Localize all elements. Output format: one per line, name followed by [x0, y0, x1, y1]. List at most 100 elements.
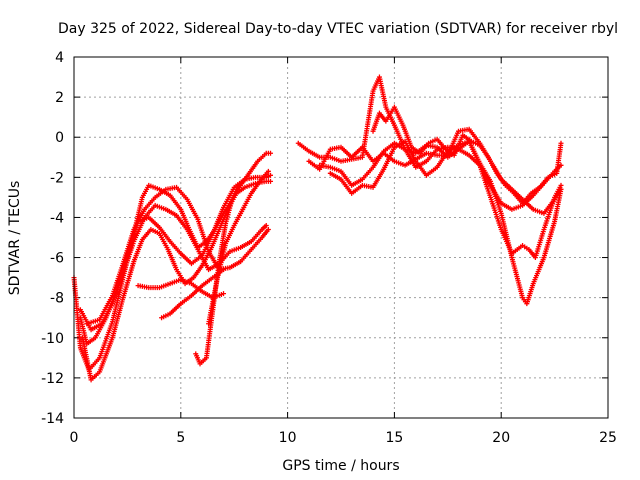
trace-markers: [241, 192, 253, 210]
y-tick-label: -6: [50, 251, 64, 267]
trace-markers: [190, 254, 203, 265]
trace-markers: [90, 322, 103, 332]
trace-markers: [256, 152, 268, 163]
trace-markers: [488, 180, 503, 214]
trace-markers: [533, 229, 546, 258]
trace-markers: [361, 166, 375, 181]
trace-markers: [340, 146, 353, 159]
trace-markers: [230, 184, 241, 200]
trace-markers: [394, 159, 406, 167]
trace-markers: [180, 277, 192, 286]
trace-markers: [215, 243, 228, 280]
trace-markers: [415, 151, 428, 161]
y-tick-label: -10: [41, 331, 64, 347]
trace-markers: [154, 188, 167, 199]
trace-markers: [201, 290, 214, 300]
trace-markers: [308, 160, 321, 171]
trace-markers: [452, 134, 465, 156]
trace-markers: [110, 263, 125, 297]
y-tick-label: -4: [50, 210, 64, 226]
x-tick-label: 25: [599, 430, 617, 446]
y-tick-labels: -14 -12 -10 -8 -6 -4 -2 0 2 4: [41, 50, 64, 427]
trace-markers: [199, 356, 208, 365]
trace-markers: [382, 146, 396, 170]
x-tick-label: 10: [279, 430, 297, 446]
trace-markers: [121, 229, 136, 264]
trace-markers: [224, 224, 236, 245]
x-tick-label: 20: [492, 430, 510, 446]
trace-markers: [401, 124, 414, 148]
x-axis-label: GPS time / hours: [282, 458, 399, 474]
trace-markers: [258, 170, 270, 183]
data-point: [221, 291, 227, 297]
trace-markers: [530, 186, 541, 195]
trace-markers: [524, 283, 536, 305]
trace-markers: [297, 142, 310, 153]
y-tick-label: -8: [50, 291, 64, 307]
trace-markers: [244, 181, 256, 190]
trace-markers: [140, 184, 151, 198]
trace-markers: [542, 221, 557, 258]
trace-markers: [250, 236, 263, 251]
trace-markers: [168, 194, 182, 211]
trace-markers: [87, 357, 101, 371]
trace-markers: [531, 257, 546, 285]
trace-markers: [175, 186, 189, 201]
trace-markers: [232, 208, 245, 226]
trace-markers: [237, 178, 246, 187]
trace-markers: [141, 228, 152, 241]
trace-markers: [229, 245, 241, 254]
trace-markers: [110, 273, 125, 305]
y-tick-label: 2: [55, 90, 64, 106]
y-tick-label: 0: [55, 130, 64, 146]
trace-markers: [532, 207, 545, 216]
trace-markers: [547, 171, 558, 179]
trace-markers: [521, 192, 533, 205]
trace-markers: [371, 168, 386, 189]
trace-markers: [542, 197, 557, 230]
trace-markers: [260, 224, 268, 231]
y-axis-label: SDTVAR / TECUs: [7, 181, 23, 296]
trace-markers: [132, 208, 146, 230]
x-tick-label: 5: [176, 430, 185, 446]
y-tick-label: -2: [50, 170, 64, 186]
trace-markers: [86, 336, 97, 346]
trace-markers: [467, 128, 482, 144]
trace-markers: [350, 146, 364, 159]
trace-markers: [229, 260, 242, 270]
trace-markers: [121, 261, 136, 299]
trace-markers: [414, 160, 428, 177]
trace-markers: [98, 295, 114, 321]
trace-markers: [97, 321, 115, 359]
trace-markers: [361, 183, 374, 190]
trace-markers: [247, 160, 259, 175]
trace-markers: [392, 106, 405, 126]
x-tick-label: 0: [70, 430, 79, 446]
trace-markers: [308, 149, 321, 159]
trace-markers: [222, 186, 236, 208]
trace-markers: [169, 302, 182, 315]
trace-markers: [329, 145, 342, 152]
trace-markers: [169, 240, 182, 255]
trace-markers: [211, 206, 226, 234]
trace-markers: [329, 155, 342, 163]
trace-markers: [165, 207, 178, 217]
data-point: [268, 150, 274, 156]
trace-markers: [552, 189, 564, 222]
trace-markers: [159, 281, 171, 290]
trace-markers: [509, 257, 525, 299]
trace-markers: [161, 312, 171, 320]
trace-markers: [110, 297, 126, 339]
trace-markers: [554, 142, 564, 174]
trace-markers: [428, 137, 438, 145]
plot-border: [73, 56, 609, 419]
trace-markers: [329, 165, 342, 174]
trace-markers: [239, 240, 253, 250]
grid: [73, 56, 609, 419]
trace-markers: [185, 198, 200, 220]
trace-markers: [458, 127, 470, 134]
data-series-3: [80, 178, 274, 383]
trace-markers: [143, 204, 157, 219]
trace-markers: [521, 297, 528, 305]
trace-markers: [190, 284, 204, 297]
